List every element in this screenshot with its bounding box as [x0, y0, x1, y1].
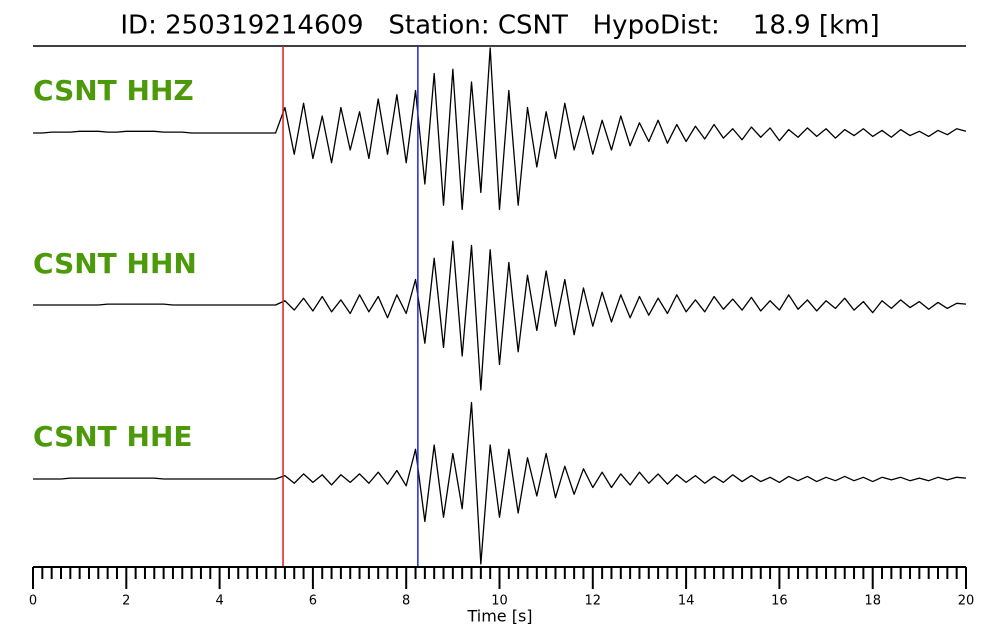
- x-tick-label: 10: [491, 594, 508, 609]
- trace-label: CSNT HHZ: [33, 74, 194, 107]
- trace-label: CSNT HHN: [33, 247, 197, 280]
- x-tick-label: 16: [771, 594, 788, 609]
- x-tick-label: 2: [122, 594, 130, 609]
- x-tick-label: 6: [309, 594, 317, 609]
- x-axis-label: Time [s]: [466, 607, 532, 626]
- x-tick-label: 12: [585, 594, 602, 609]
- x-tick-label: 14: [678, 594, 695, 609]
- x-tick-label: 20: [958, 594, 975, 609]
- x-tick-label: 8: [402, 594, 410, 609]
- x-tick-label: 4: [215, 594, 223, 609]
- x-tick-label: 18: [864, 594, 881, 609]
- waveform: [33, 401, 967, 565]
- trace-label: CSNT HHE: [33, 420, 193, 453]
- chart-title: ID: 250319214609 Station: CSNT HypoDist:…: [120, 11, 879, 41]
- waveform: [33, 240, 967, 391]
- x-tick-label: 0: [29, 594, 37, 609]
- waveform: [33, 47, 967, 211]
